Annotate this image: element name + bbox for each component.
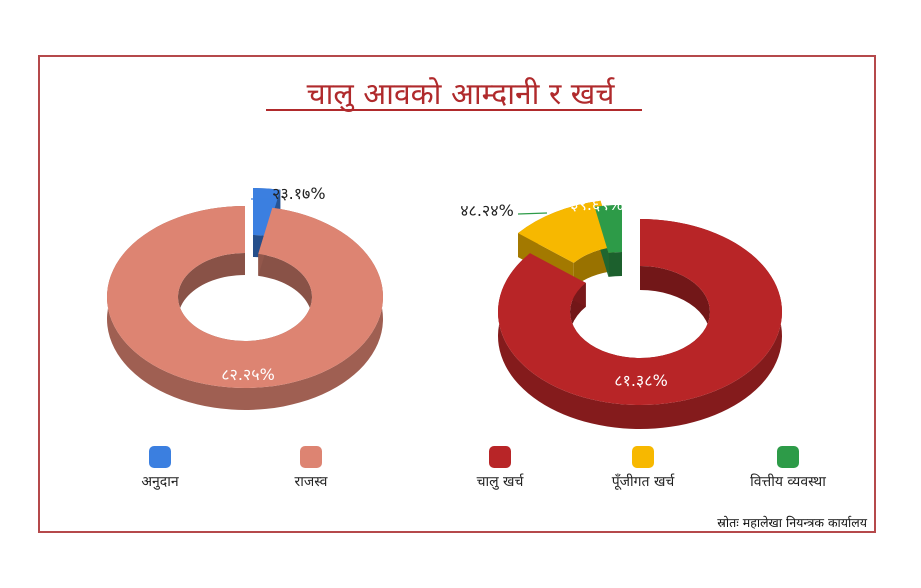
legend-swatch: [632, 446, 654, 468]
legend-label: अनुदान: [141, 474, 179, 490]
legend-swatch: [489, 446, 511, 468]
source-note: स्रोतः महालेखा नियन्त्रक कार्यालय: [717, 515, 867, 530]
donut-slice: [106, 206, 383, 388]
legend-label: वित्तीय व्यवस्था: [750, 474, 826, 490]
donut-chart-1: २३.१७% ८२.२५%: [106, 184, 384, 411]
legend-swatch: [300, 446, 322, 468]
donut-slice: [253, 188, 281, 236]
legend-label: राजस्व: [294, 474, 328, 490]
donut-chart-2: ८१.३८% ३९.६९% ४८.२४%: [460, 195, 782, 429]
legend-item-grant: अनुदान: [125, 446, 195, 491]
donut-slice-inner-wall: [608, 252, 622, 277]
donut-slice: [518, 200, 615, 263]
data-label: ४८.२४%: [460, 201, 514, 220]
legend-item-financial-arrangement: वित्तीय व्यवस्था: [723, 446, 853, 491]
chart-frame: [38, 55, 876, 533]
legend-item-current-expense: चालु खर्च: [460, 446, 540, 491]
donut-slice: [498, 219, 782, 405]
data-label: २३.१७%: [272, 184, 326, 203]
title-underline: [266, 109, 642, 111]
legend-item-capital-expense: पूँजीगत खर्च: [588, 446, 698, 491]
legend-label: चालु खर्च: [476, 474, 524, 490]
donut-slice: [594, 205, 622, 253]
data-label: ८१.३८%: [614, 371, 668, 390]
label-leader-line: [517, 212, 548, 215]
legend-item-revenue: राजस्व: [276, 446, 346, 491]
legend-swatch: [777, 446, 799, 468]
data-label: ३९.६९%: [570, 195, 624, 214]
chart-title: चालु आवको आम्दानी र खर्च: [306, 77, 615, 112]
legend-swatch: [149, 446, 171, 468]
data-label: ८२.२५%: [221, 365, 275, 384]
legend-label: पूँजीगत खर्च: [611, 474, 675, 490]
